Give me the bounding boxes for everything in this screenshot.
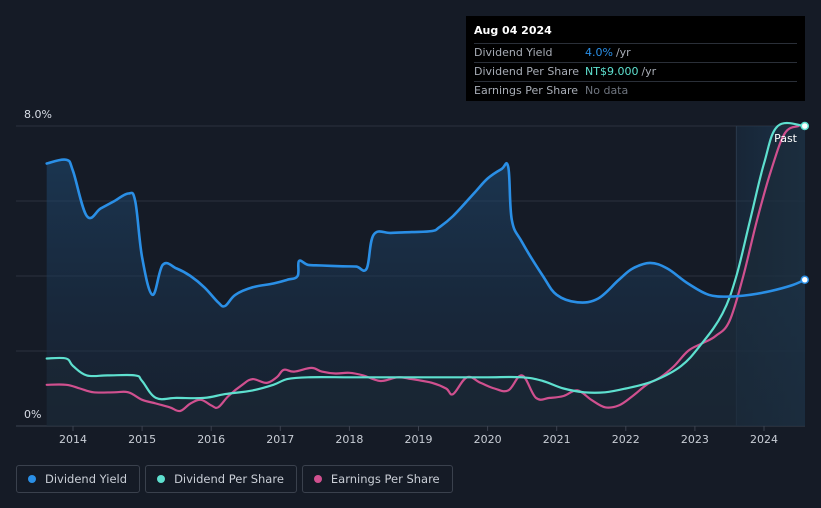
line-layer — [45, 121, 810, 413]
tooltip-date: Aug 04 2024 — [474, 24, 552, 37]
x-tick-label: 2019 — [405, 433, 433, 446]
earnings-per-share-line — [45, 124, 800, 413]
tooltip-label: Dividend Yield — [474, 46, 553, 59]
legend-item-earnings-per-share[interactable]: Earnings Per Share — [301, 465, 453, 493]
x-tick-label: 2020 — [474, 433, 502, 446]
x-axis: 2014 2015 2016 2017 2018 2019 2020 2021 2022 2023… — [59, 426, 778, 446]
tooltip-unit: /yr — [615, 46, 631, 59]
x-tick-label: 2017 — [266, 433, 294, 446]
legend-label: Dividend Yield — [45, 472, 128, 486]
legend-dot-icon — [313, 475, 322, 483]
legend-dot-icon — [157, 475, 166, 483]
tooltip-row-dividend-yield: Dividend Yield 4.0% /yr — [474, 43, 797, 62]
legend-label: Earnings Per Share — [330, 472, 440, 486]
dividend-per-share-endpoint — [800, 121, 810, 131]
x-tick-label: 2021 — [543, 433, 571, 446]
y-tick-label: 8.0% — [24, 108, 52, 121]
tooltip: Aug 04 2024 Dividend Yield 4.0% /yr Divi… — [466, 16, 805, 101]
past-label: Past — [774, 132, 798, 145]
tooltip-value: 4.0% — [585, 46, 613, 59]
x-tick-label: 2015 — [128, 433, 156, 446]
x-tick-label: 2022 — [612, 433, 640, 446]
x-tick-label: 2014 — [59, 433, 87, 446]
tooltip-label: Dividend Per Share — [474, 65, 580, 78]
dividend-yield-endpoint — [800, 275, 810, 284]
legend-item-dividend-yield[interactable]: Dividend Yield — [16, 465, 141, 493]
dividend-per-share-line — [45, 121, 806, 401]
dividend-yield-line — [45, 158, 807, 308]
tooltip-row-dividend-per-share: Dividend Per Share NT$9.000 /yr — [474, 62, 797, 81]
tooltip-value: No data — [585, 84, 629, 97]
legend-dot-icon — [28, 475, 36, 483]
x-tick-label: 2016 — [197, 433, 225, 446]
legend-label: Dividend Per Share — [174, 472, 284, 486]
legend: Dividend Yield Dividend Per Share Earnin… — [16, 465, 453, 493]
tooltip-unit: /yr — [641, 65, 657, 78]
dividend-yield-area — [46, 159, 805, 426]
legend-item-dividend-per-share[interactable]: Dividend Per Share — [145, 465, 297, 493]
dividend-per-share-area — [46, 123, 805, 427]
x-tick-label: 2023 — [681, 433, 709, 446]
x-tick-label: 2024 — [750, 433, 778, 446]
tooltip-label: Earnings Per Share — [474, 84, 579, 97]
x-tick-label: 2018 — [335, 433, 363, 446]
y-axis: 0% 8.0% — [24, 108, 52, 421]
y-tick-label: 0% — [24, 408, 41, 421]
tooltip-row-earnings-per-share: Earnings Per Share No data — [474, 81, 797, 100]
tooltip-value: NT$9.000 — [585, 65, 639, 78]
